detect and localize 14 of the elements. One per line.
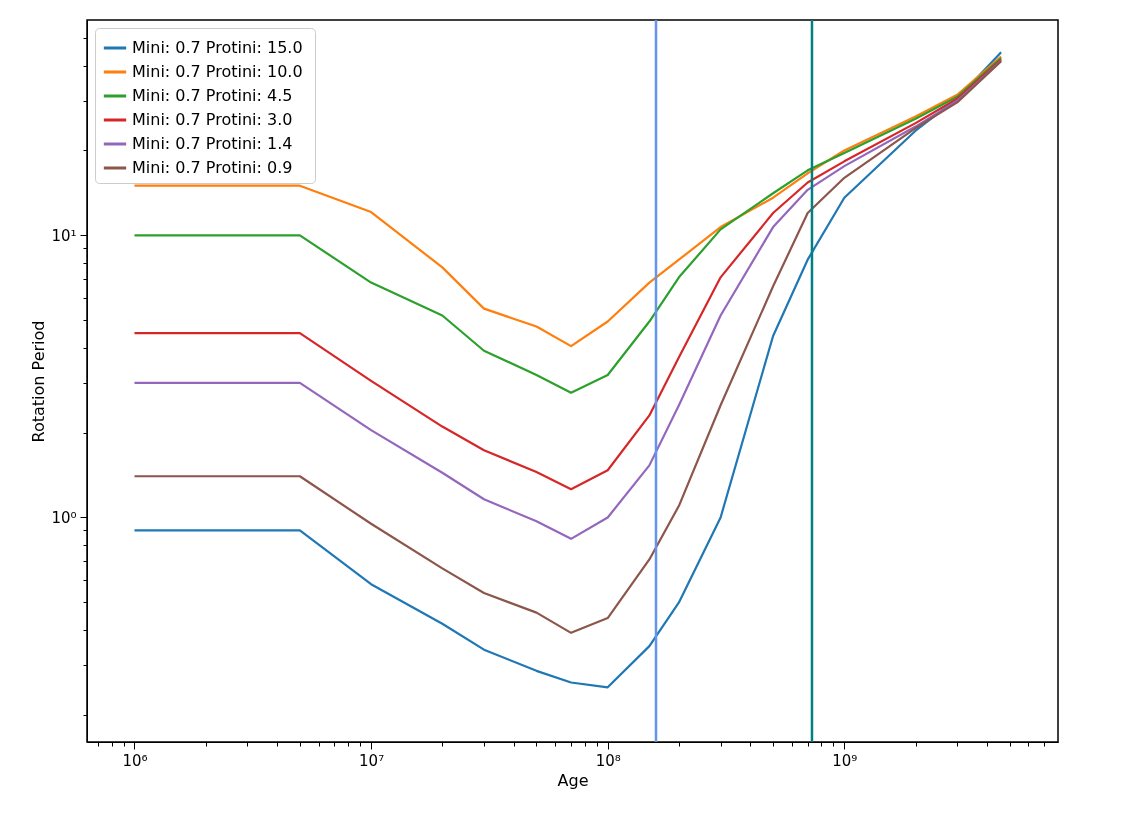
x-tick-label: 10⁷ [359,751,385,770]
legend-label: Mini: 0.7 Protini: 1.4 [132,134,293,153]
legend-label: Mini: 0.7 Protini: 10.0 [132,62,303,81]
legend-label: Mini: 0.7 Protini: 15.0 [132,38,303,57]
x-tick-label: 10⁹ [832,751,858,770]
y-tick-label: 10¹ [51,226,77,245]
legend-label: Mini: 0.7 Protini: 4.5 [132,86,293,105]
x-tick-label: 10⁶ [122,751,148,770]
y-tick-label: 10⁰ [51,508,77,527]
y-axis-title: Rotation Period [29,320,49,443]
x-tick-label: 10⁸ [595,751,621,770]
legend-label: Mini: 0.7 Protini: 0.9 [132,158,293,177]
legend-label: Mini: 0.7 Protini: 3.0 [132,110,293,129]
x-axis-title: Age [557,770,589,790]
